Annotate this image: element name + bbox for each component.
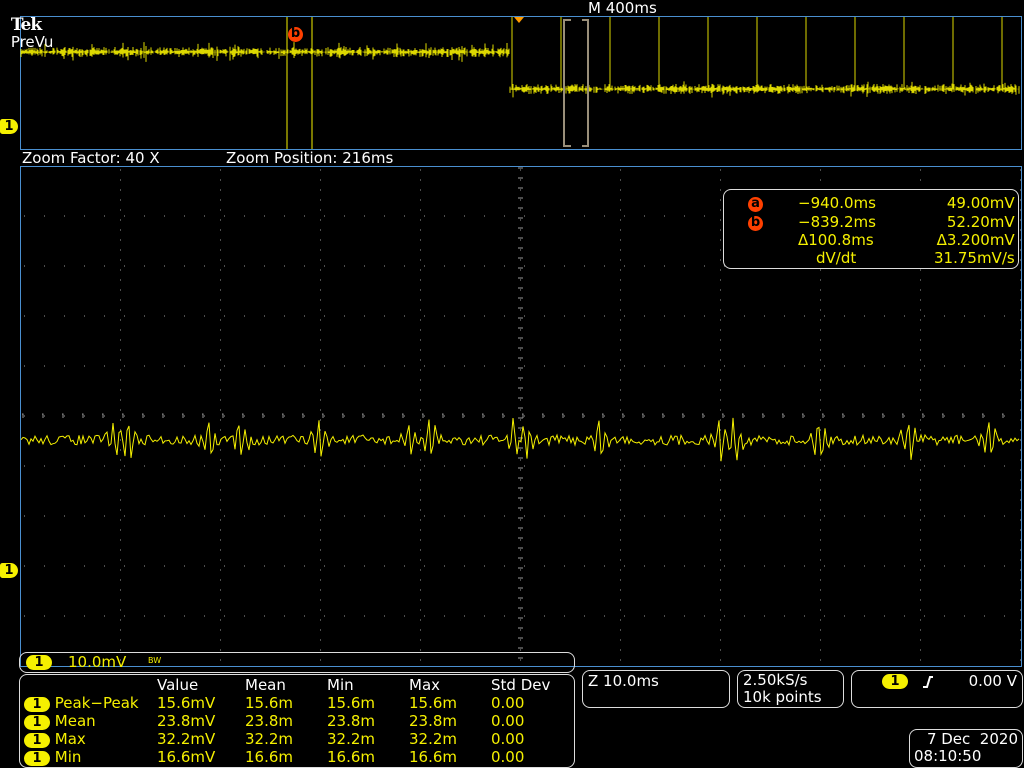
col-header-min: Min	[327, 676, 354, 694]
cursor-a-icon: a	[748, 197, 763, 212]
date: 7 Dec 2020	[926, 730, 1018, 748]
col-header-std-dev: Std Dev	[491, 676, 551, 694]
cursor-b-time: −839.2ms	[798, 212, 876, 231]
measurement-row-peak-peak[interactable]: 1 Peak−Peak 15.6mV 15.6m 15.6m 15.6m 0.00	[24, 694, 550, 712]
record-length: 10k points	[743, 688, 822, 706]
main-waveform	[20, 417, 1020, 462]
zoom-position: Zoom Position: 216ms	[226, 149, 394, 167]
cursor-readout-panel: a −940.0ms 49.00mV b −839.2ms 52.20mV Δ100.8…	[723, 189, 1019, 269]
acquisition-box[interactable]: 2.50kS/s 10k points	[737, 670, 844, 708]
measurement-row-min[interactable]: 1 Min 16.6mV 16.6m 16.6m 16.6m 0.00	[24, 748, 550, 766]
zoom-window-bracket[interactable]	[563, 19, 589, 147]
trigger-box[interactable]: 1 0.00 V	[851, 670, 1023, 708]
cursor-b-voltage: 52.20mV	[946, 212, 1015, 231]
preview-waveform	[20, 17, 1020, 98]
prevu-label: PreVu	[10, 33, 54, 51]
bandwidth-limit-icon: BW	[148, 656, 162, 665]
channel-1-ground-marker[interactable]: 1	[0, 559, 18, 578]
graticule-grid	[22, 167, 1021, 661]
zoom-timebase: Z 10.0ms	[588, 672, 659, 690]
delta-time: Δ100.8ms	[798, 231, 874, 249]
zoom-timebase-box[interactable]: Z 10.0ms	[582, 670, 730, 708]
channel-1-scale: 10.0mV	[68, 653, 127, 671]
channel-1-ground-marker-preview[interactable]: 1	[0, 115, 18, 134]
rising-edge-icon	[923, 676, 933, 688]
delta-voltage: Δ3.200mV	[936, 231, 1015, 249]
dvdt-label: dV/dt	[816, 249, 857, 267]
measurements-panel[interactable]: Value Mean Min Max Std Dev 1 Peak−Peak 1…	[19, 674, 575, 768]
trigger-level: 0.00 V	[968, 672, 1017, 690]
tek-logo: Tek	[10, 15, 42, 35]
preview-graticule	[20, 16, 1022, 150]
channel-1-scale-box[interactable]: 1 10.0mV BW	[19, 652, 575, 673]
trigger-source: 1	[882, 674, 908, 689]
cursor-a-voltage: 49.00mV	[946, 193, 1015, 212]
datetime-box: 7 Dec 2020 08:10:50	[909, 729, 1023, 768]
grid-dots	[22, 167, 1021, 661]
dvdt-value: 31.75mV/s	[934, 249, 1015, 267]
col-header-max: Max	[409, 676, 441, 694]
main-graticule	[20, 166, 1022, 667]
col-header-mean: Mean	[245, 676, 286, 694]
time: 08:10:50	[914, 747, 982, 765]
cursor-b-marker-icon: b	[288, 22, 303, 42]
cursor-a-time: −940.0ms	[798, 193, 876, 212]
zoom-factor: Zoom Factor: 40 X	[22, 149, 160, 167]
measurement-row-max[interactable]: 1 Max 32.2mV 32.2m 32.2m 32.2m 0.00	[24, 730, 550, 748]
cursor-b-icon: b	[748, 216, 763, 231]
main-timebase[interactable]: M 400ms	[588, 0, 657, 17]
measurement-row-mean[interactable]: 1 Mean 23.8mV 23.8m 23.8m 23.8m 0.00	[24, 712, 550, 730]
trigger-position-marker	[514, 17, 524, 23]
preview-trace	[20, 17, 1020, 98]
sample-rate: 2.50kS/s	[743, 671, 808, 689]
col-header-value: Value	[157, 676, 199, 694]
